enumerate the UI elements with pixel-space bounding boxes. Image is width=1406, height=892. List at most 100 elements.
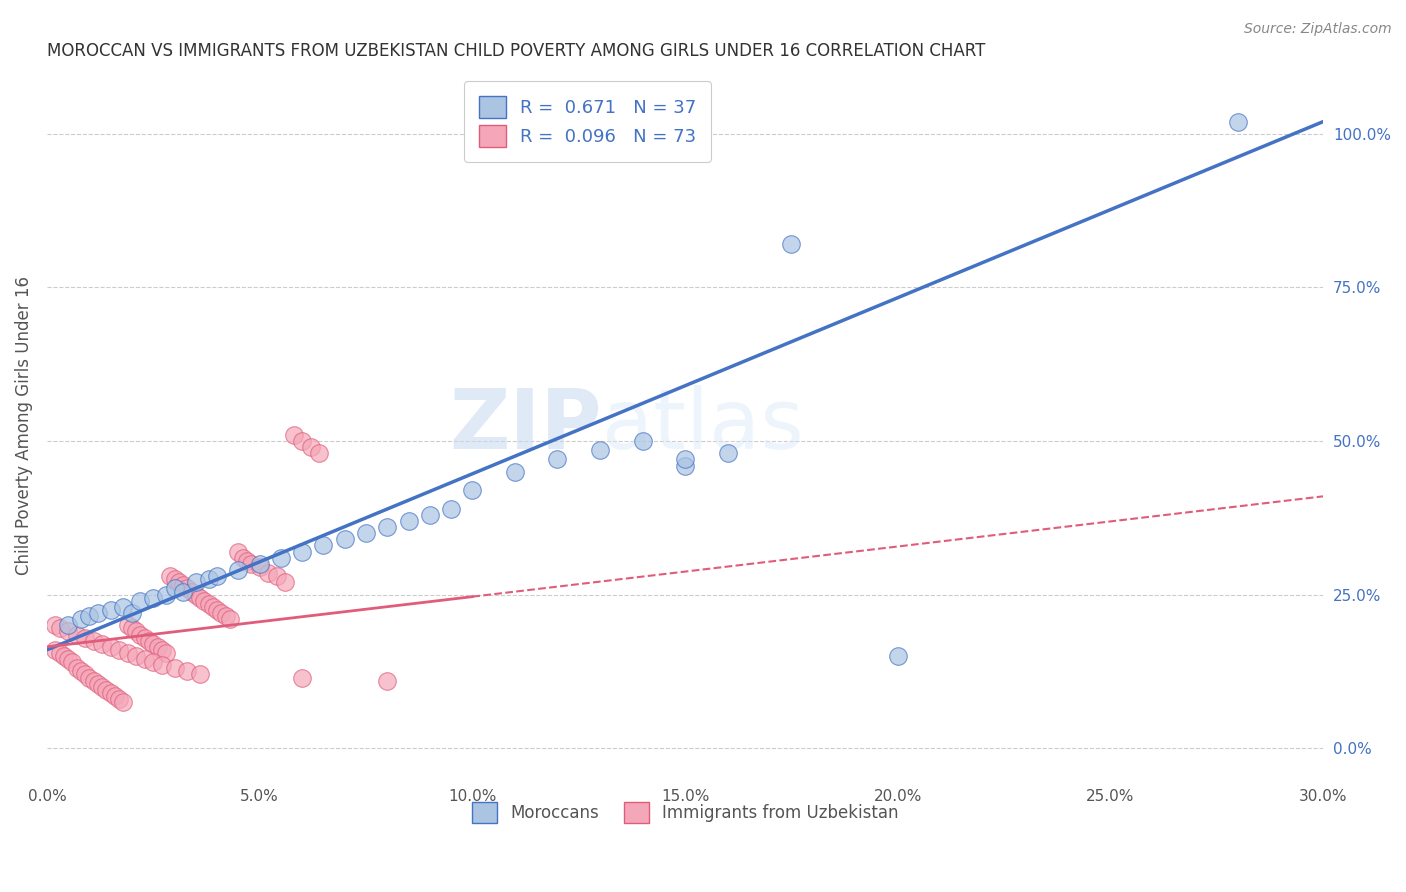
Point <box>134 652 156 666</box>
Text: Source: ZipAtlas.com: Source: ZipAtlas.com <box>1244 22 1392 37</box>
Point <box>163 572 186 586</box>
Point <box>117 646 139 660</box>
Point <box>228 544 250 558</box>
Point <box>129 593 152 607</box>
Point <box>125 648 148 663</box>
Point <box>83 673 105 688</box>
Point <box>184 575 207 590</box>
Point <box>70 612 93 626</box>
Point <box>142 655 165 669</box>
Point <box>108 643 131 657</box>
Legend: Moroccans, Immigrants from Uzbekistan: Moroccans, Immigrants from Uzbekistan <box>460 790 910 834</box>
Point <box>121 621 143 635</box>
Point <box>240 557 263 571</box>
Point <box>87 606 110 620</box>
Point <box>398 514 420 528</box>
Point <box>129 627 152 641</box>
Point <box>83 633 105 648</box>
Point <box>150 658 173 673</box>
Point <box>546 452 568 467</box>
Point <box>56 652 79 666</box>
Point <box>375 673 398 688</box>
Point <box>138 633 160 648</box>
Point <box>91 637 114 651</box>
Point <box>228 563 250 577</box>
Point <box>218 612 240 626</box>
Point <box>163 582 186 596</box>
Point <box>197 572 219 586</box>
Point <box>112 695 135 709</box>
Point <box>66 661 89 675</box>
Point <box>159 569 181 583</box>
Point <box>717 446 740 460</box>
Point <box>503 465 526 479</box>
Point <box>155 646 177 660</box>
Point <box>146 640 169 654</box>
Point <box>155 588 177 602</box>
Point <box>631 434 654 448</box>
Point <box>112 599 135 614</box>
Point <box>176 582 198 596</box>
Point <box>52 648 75 663</box>
Point <box>70 665 93 679</box>
Point <box>150 643 173 657</box>
Point <box>100 603 122 617</box>
Point <box>354 526 377 541</box>
Point <box>75 667 97 681</box>
Point <box>134 631 156 645</box>
Point <box>44 643 66 657</box>
Point <box>172 584 194 599</box>
Point <box>87 676 110 690</box>
Point <box>104 689 127 703</box>
Point <box>312 539 335 553</box>
Point <box>205 569 228 583</box>
Point <box>163 661 186 675</box>
Point <box>249 560 271 574</box>
Point <box>461 483 484 498</box>
Point <box>291 434 314 448</box>
Point <box>419 508 441 522</box>
Point <box>176 665 198 679</box>
Point <box>274 575 297 590</box>
Point <box>193 593 215 607</box>
Point <box>440 501 463 516</box>
Point <box>100 640 122 654</box>
Point <box>56 624 79 639</box>
Point <box>142 591 165 605</box>
Point <box>1227 114 1250 128</box>
Point <box>75 631 97 645</box>
Point <box>184 588 207 602</box>
Point <box>125 624 148 639</box>
Point <box>232 550 254 565</box>
Point <box>91 680 114 694</box>
Point <box>236 554 259 568</box>
Point <box>214 609 236 624</box>
Point <box>201 599 224 614</box>
Point <box>308 446 330 460</box>
Point <box>188 591 211 605</box>
Point <box>48 621 70 635</box>
Point <box>79 609 101 624</box>
Point <box>79 671 101 685</box>
Point <box>266 569 288 583</box>
Point <box>180 584 202 599</box>
Point <box>780 237 803 252</box>
Point <box>188 667 211 681</box>
Point <box>291 544 314 558</box>
Text: ZIP: ZIP <box>450 385 602 467</box>
Point <box>270 550 292 565</box>
Point <box>48 646 70 660</box>
Point <box>283 428 305 442</box>
Point <box>589 443 612 458</box>
Point <box>121 606 143 620</box>
Point <box>62 655 84 669</box>
Point <box>375 520 398 534</box>
Point <box>333 533 356 547</box>
Point <box>96 682 118 697</box>
Point <box>66 627 89 641</box>
Point <box>291 671 314 685</box>
Point <box>167 575 190 590</box>
Point <box>56 618 79 632</box>
Point <box>209 606 232 620</box>
Y-axis label: Child Poverty Among Girls Under 16: Child Poverty Among Girls Under 16 <box>15 277 32 575</box>
